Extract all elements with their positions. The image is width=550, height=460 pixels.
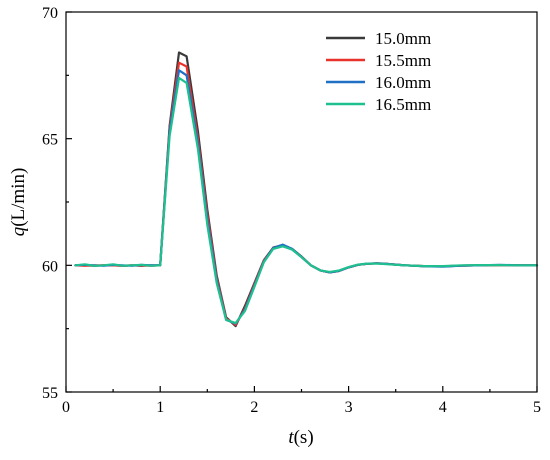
series-layer bbox=[74, 51, 539, 328]
y-tick-label: 65 bbox=[42, 132, 58, 149]
legend-label: 15.5mm bbox=[375, 51, 431, 70]
legend: 15.0mm 15.5mm 16.0mm 16.5mm bbox=[326, 29, 431, 114]
y-axis-label-symbol: q bbox=[8, 226, 29, 236]
y-axis-label: q(L/min) bbox=[8, 168, 29, 237]
x-tick-label: 3 bbox=[345, 399, 353, 416]
legend-label: 15.0mm bbox=[375, 29, 431, 48]
x-tick-label: 1 bbox=[156, 399, 164, 416]
x-axis-label-unit: (s) bbox=[294, 427, 314, 448]
series-line-3 bbox=[74, 69, 539, 325]
x-axis-label-symbol: t bbox=[288, 427, 294, 448]
x-tick-label: 0 bbox=[62, 399, 70, 416]
x-tick-label: 4 bbox=[439, 399, 447, 416]
series-line-4 bbox=[74, 76, 539, 325]
series-line-1 bbox=[74, 51, 539, 328]
plot-area-frame bbox=[65, 11, 538, 393]
x-tick-label: 5 bbox=[533, 399, 541, 416]
x-tick-label: 2 bbox=[250, 399, 258, 416]
y-tick-label: 70 bbox=[42, 5, 58, 22]
y-axis-label-unit: (L/min) bbox=[8, 168, 29, 227]
legend-label: 16.5mm bbox=[375, 95, 431, 114]
series-line-2 bbox=[74, 61, 539, 326]
y-tick-label: 60 bbox=[42, 258, 58, 275]
x-axis-label: t(s) bbox=[288, 427, 313, 448]
y-axis-tick-labels: 55 60 65 70 bbox=[42, 5, 58, 402]
x-axis-tick-labels: 0 1 2 3 4 5 bbox=[62, 399, 541, 416]
x-axis-ticks bbox=[65, 386, 538, 392]
legend-label: 16.0mm bbox=[375, 73, 431, 92]
y-tick-label: 55 bbox=[42, 385, 58, 402]
y-axis-ticks bbox=[66, 11, 72, 393]
